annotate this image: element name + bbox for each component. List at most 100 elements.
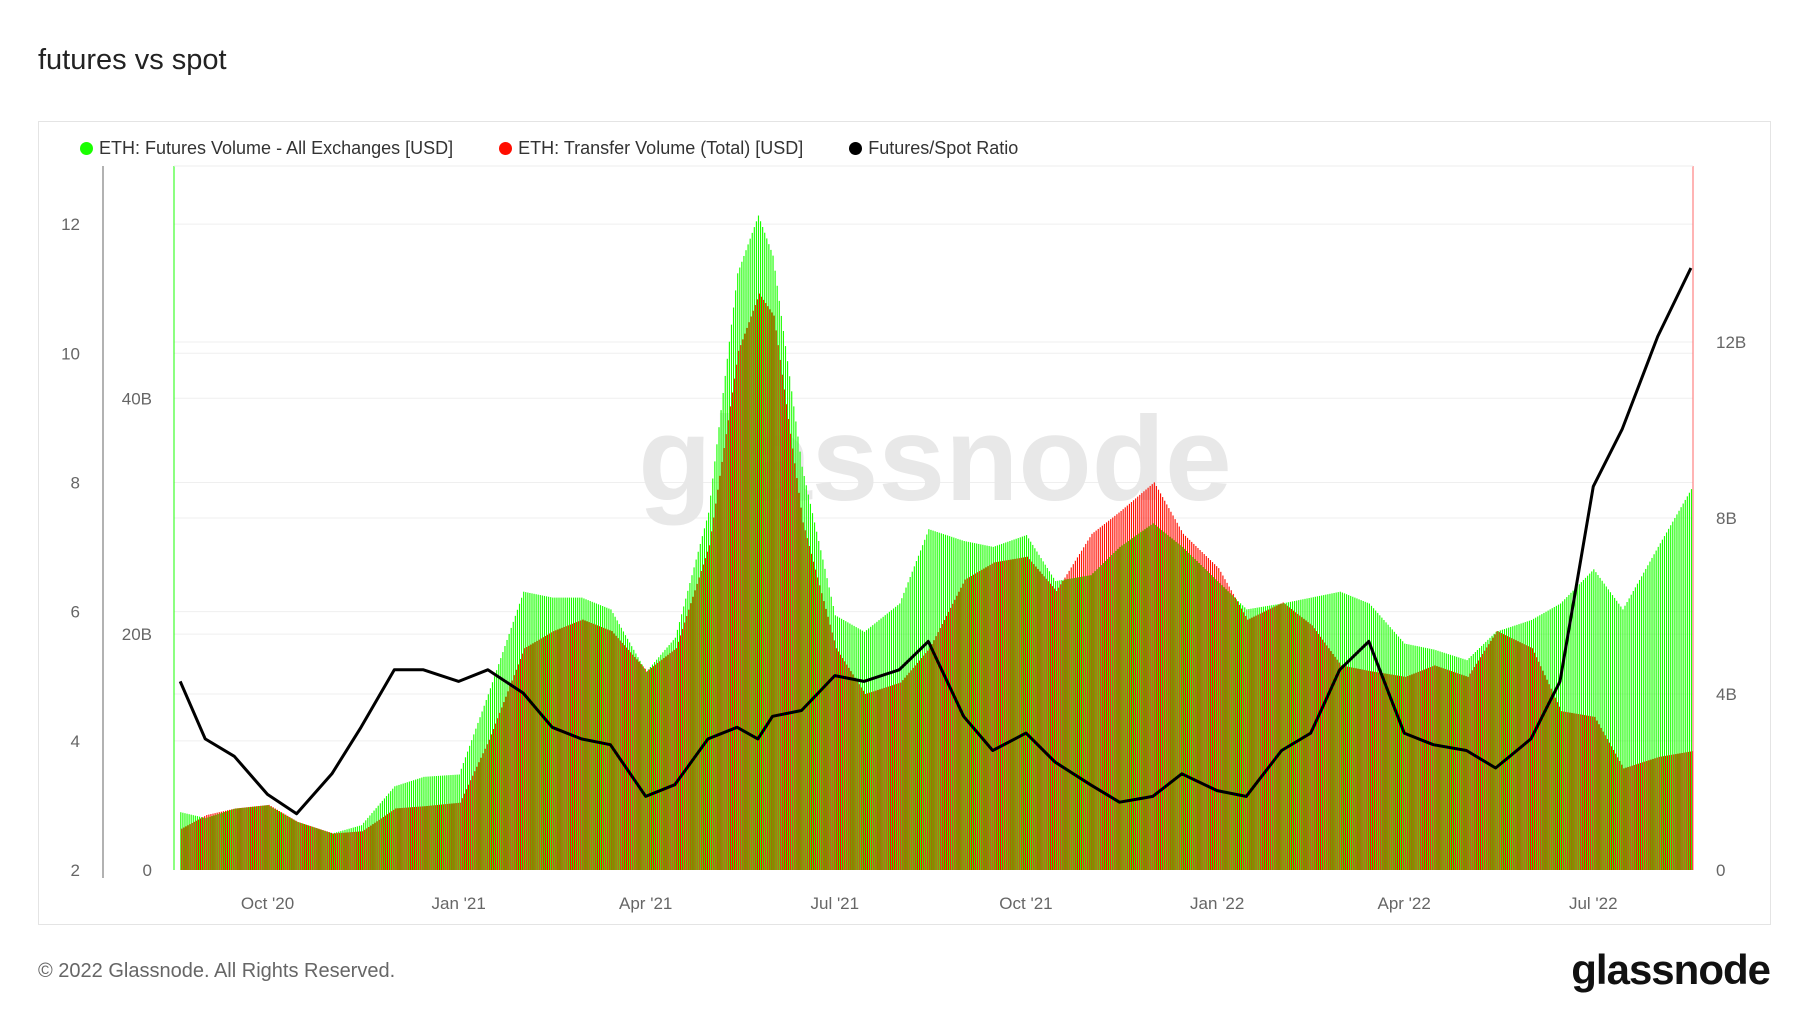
transfer-volume-bar xyxy=(962,583,964,870)
futures-volume-bar xyxy=(1439,651,1441,870)
transfer-volume-bar xyxy=(449,803,451,870)
futures-volume-bar xyxy=(531,593,533,870)
transfer-volume-bar xyxy=(1199,549,1201,870)
transfer-volume-bar xyxy=(376,821,378,870)
futures-volume-bar xyxy=(1375,610,1377,870)
transfer-volume-bar xyxy=(1049,583,1052,870)
futures-volume-bar xyxy=(631,646,633,870)
transfer-volume-bar xyxy=(644,668,646,870)
transfer-volume-bar xyxy=(364,829,366,870)
transfer-volume-bar xyxy=(985,567,987,870)
transfer-volume-bar xyxy=(1654,758,1656,870)
transfer-volume-bar xyxy=(231,809,233,870)
transfer-volume-bar xyxy=(690,603,692,870)
transfer-volume-bar xyxy=(1477,660,1480,870)
futures-volume-bar xyxy=(1427,648,1429,870)
futures-volume-bar xyxy=(1530,620,1533,870)
transfer-volume-bar xyxy=(700,571,702,870)
futures-volume-bar xyxy=(851,624,853,870)
futures-volume-bar xyxy=(485,700,487,870)
legend-item-transfer[interactable]: ETH: Transfer Volume (Total) [USD] xyxy=(499,138,803,159)
transfer-volume-bar xyxy=(1137,496,1139,870)
transfer-volume-bar xyxy=(1340,665,1342,870)
transfer-volume-bar xyxy=(900,682,902,870)
futures-volume-bar xyxy=(936,531,938,870)
legend-item-ratio[interactable]: Futures/Spot Ratio xyxy=(849,138,1018,159)
transfer-volume-bar xyxy=(925,653,927,870)
futures-volume-bar xyxy=(726,358,728,870)
transfer-volume-bar xyxy=(1195,545,1197,870)
transfer-volume-bar xyxy=(1095,530,1097,870)
futures-volume-bar xyxy=(1296,600,1298,870)
futures-volume-bar xyxy=(708,512,710,870)
transfer-volume-bar xyxy=(1101,525,1103,870)
legend-item-futures[interactable]: ETH: Futures Volume - All Exchanges [USD… xyxy=(80,138,453,159)
transfer-volume-bar xyxy=(1363,669,1365,870)
futures-volume-bar xyxy=(1570,592,1572,870)
futures-volume-bar xyxy=(988,546,990,870)
futures-volume-bar xyxy=(1364,601,1366,870)
futures-volume-bar xyxy=(905,587,907,870)
transfer-volume-bar xyxy=(472,775,474,870)
futures-volume-bar xyxy=(1007,541,1009,870)
transfer-volume-bar xyxy=(632,654,634,870)
futures-volume-bar xyxy=(458,774,460,870)
transfer-volume-bar xyxy=(401,807,403,870)
transfer-volume-bar xyxy=(1561,711,1563,870)
futures-volume-bar xyxy=(1354,597,1356,870)
futures-volume-bar xyxy=(938,532,940,870)
transfer-volume-bar xyxy=(501,707,503,870)
transfer-volume-bar xyxy=(867,693,869,870)
transfer-volume-bar xyxy=(819,585,821,870)
transfer-volume-bar xyxy=(1135,498,1137,870)
transfer-volume-bar xyxy=(727,420,729,870)
transfer-volume-bar xyxy=(769,309,771,870)
futures-volume-bar xyxy=(575,597,577,870)
futures-volume-bar xyxy=(899,603,901,870)
transfer-volume-bar xyxy=(308,825,310,870)
futures-volume-bar xyxy=(1659,543,1661,870)
legend: ETH: Futures Volume - All Exchanges [USD… xyxy=(80,138,1018,159)
transfer-volume-bar xyxy=(524,648,526,870)
futures-volume-bar xyxy=(1175,541,1177,870)
transfer-volume-bar xyxy=(1671,754,1673,870)
glassnode-logo[interactable]: glassnode xyxy=(1571,946,1771,993)
transfer-volume-bar xyxy=(216,812,218,870)
transfer-volume-bar xyxy=(1274,606,1276,870)
futures-volume-bar xyxy=(252,806,255,870)
futures-volume-bar xyxy=(626,638,629,870)
futures-volume-bar xyxy=(1508,627,1510,870)
transfer-volume-bar xyxy=(914,665,916,870)
futures-volume-bar xyxy=(498,664,500,870)
transfer-volume-bar xyxy=(1683,752,1685,870)
transfer-volume-bar xyxy=(536,640,538,870)
futures-volume-bar xyxy=(1277,604,1279,870)
futures-volume-bar xyxy=(847,622,849,870)
transfer-volume-bar xyxy=(785,404,788,870)
transfer-volume-bar xyxy=(1072,564,1074,870)
transfer-volume-bar xyxy=(1189,539,1191,870)
futures-volume-bar xyxy=(805,485,807,870)
transfer-volume-bar xyxy=(1371,671,1374,870)
transfer-volume-bar xyxy=(339,833,341,870)
futures-volume-bar xyxy=(1383,620,1385,870)
transfer-volume-bar xyxy=(960,587,962,870)
transfer-volume-bar xyxy=(1070,567,1072,870)
transfer-volume-bar xyxy=(1602,731,1604,870)
transfer-volume-bar xyxy=(761,296,763,870)
transfer-volume-bar xyxy=(490,734,493,870)
futures-volume-bar xyxy=(213,815,215,870)
futures-volume-bar xyxy=(446,775,448,870)
transfer-volume-bar xyxy=(264,805,266,870)
futures-volume-bar xyxy=(861,630,863,870)
futures-volume-bar xyxy=(1418,646,1420,870)
futures-volume-bar xyxy=(1661,539,1663,870)
transfer-volume-bar xyxy=(1662,756,1665,870)
futures-volume-bar xyxy=(982,544,984,870)
futures-volume-bar xyxy=(454,774,456,870)
transfer-volume-bar xyxy=(274,808,276,870)
transfer-volume-bar xyxy=(443,804,445,870)
transfer-volume-bar xyxy=(1440,667,1442,870)
transfer-volume-bar xyxy=(740,345,742,871)
transfer-volume-bar xyxy=(1612,749,1615,870)
